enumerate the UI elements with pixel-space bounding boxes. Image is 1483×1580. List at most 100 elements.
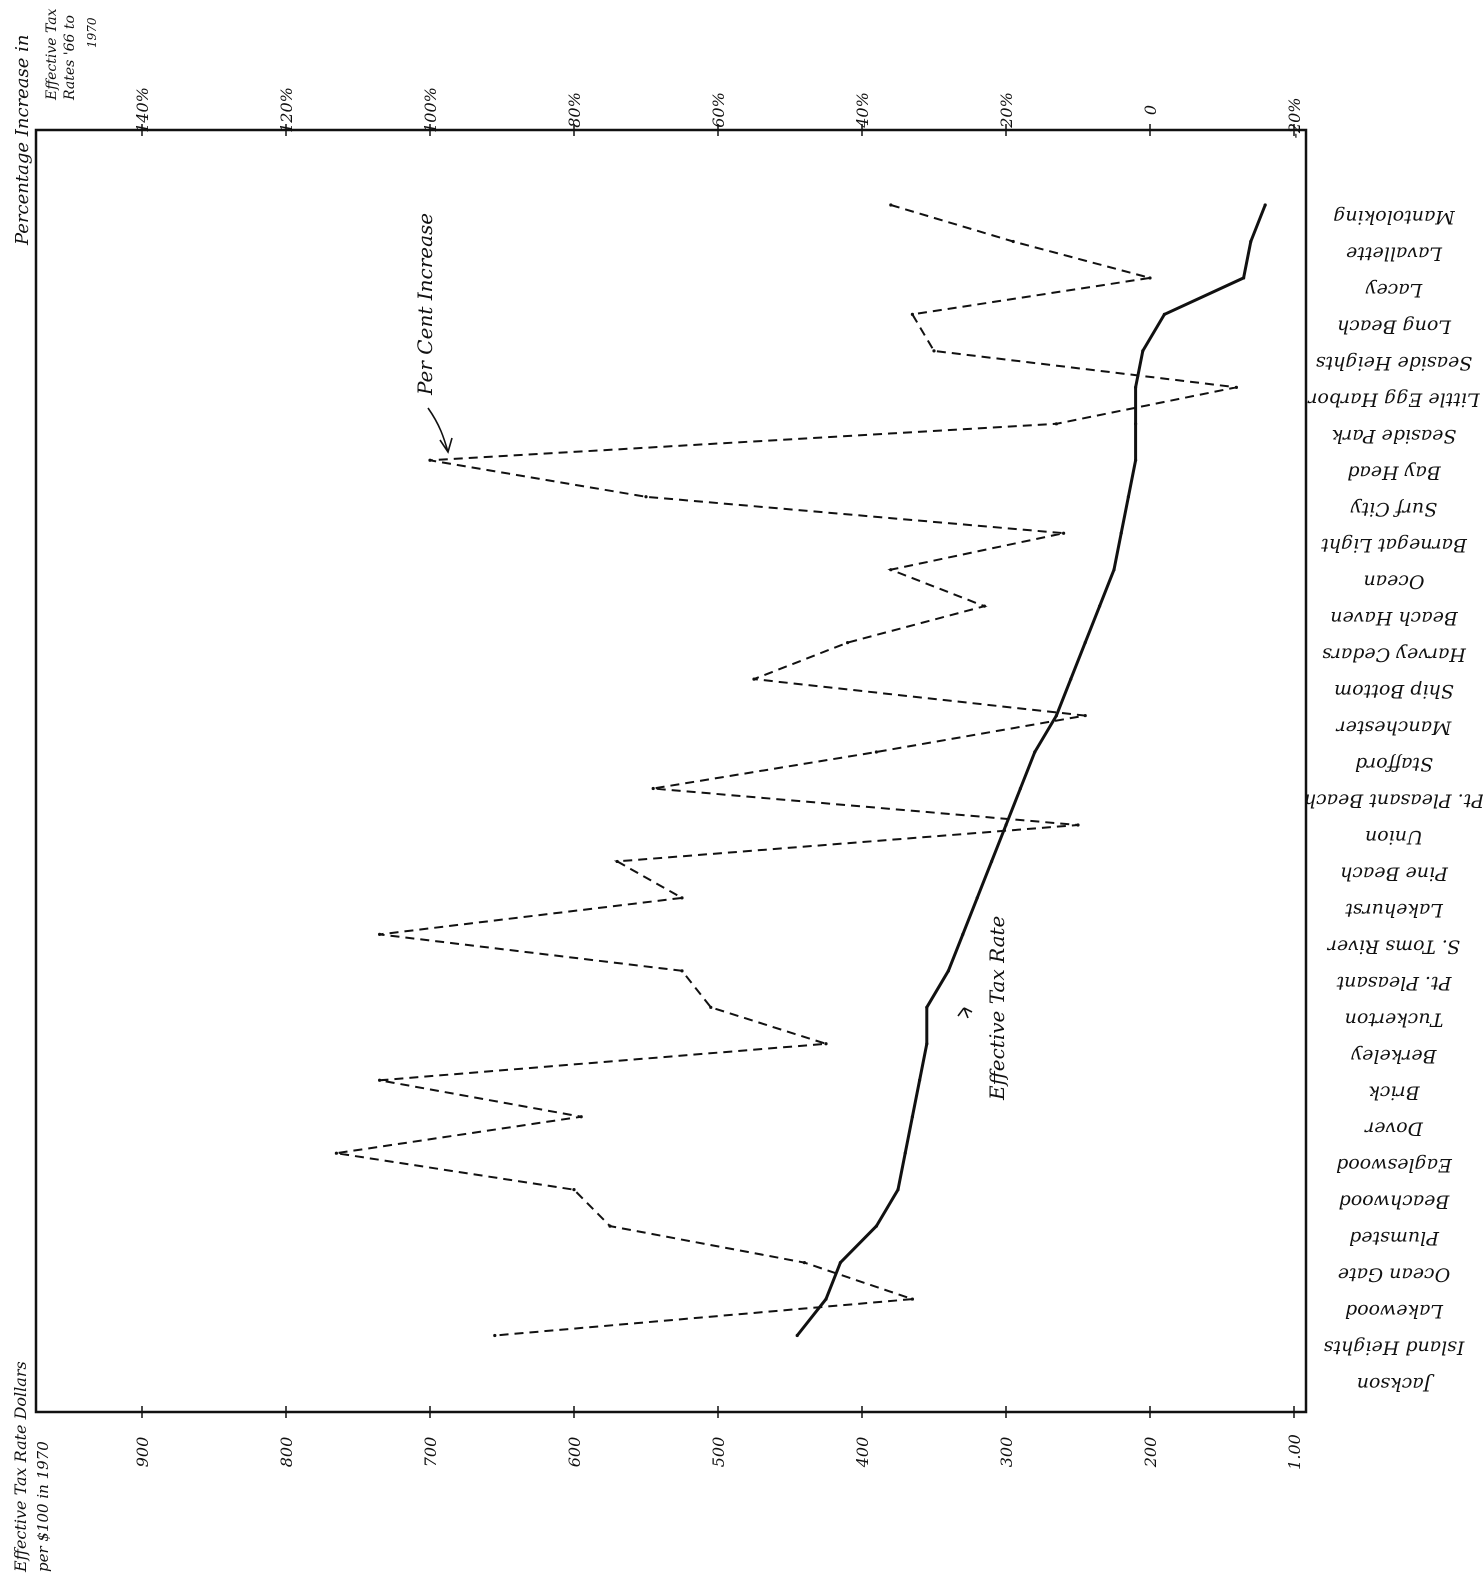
percent-increase-point [932, 349, 936, 353]
category-label: Harvey Cedars [1322, 644, 1467, 666]
percent-increase-point [982, 604, 987, 608]
effective-tax-rate-point [1018, 786, 1023, 791]
category-label: Jackson [1357, 1373, 1436, 1395]
effective-tax-rate-point [1134, 458, 1138, 462]
category-label: Seaside Park [1332, 425, 1457, 447]
percent-tick-label: 0 [1141, 105, 1160, 115]
effective-tax-rate-point [1126, 495, 1130, 499]
category-label: Dover [1363, 1118, 1424, 1140]
percent-axis-title-line-3: Rates '66 to [62, 15, 78, 101]
percent-increase-point [910, 1297, 915, 1301]
percent-increase-point [579, 1115, 583, 1119]
category-label: Seaside Heights [1315, 352, 1472, 374]
effective-tax-rate-point [1162, 312, 1166, 317]
percent-increase-point [874, 750, 879, 754]
effective-tax-rate-point [990, 859, 994, 864]
category-label: Lacey [1365, 279, 1423, 301]
percent-increase-point [709, 1005, 713, 1009]
category-label: Beach Haven [1330, 607, 1459, 629]
effective-tax-rate-point [1069, 677, 1073, 681]
percent-increase-point [910, 312, 915, 317]
rate-axis-ticks: 1.00 200 300 400 500 600 700 800 900 [133, 1406, 1304, 1470]
category-label: Lakehurst [1345, 899, 1444, 921]
percent-axis-ticks: -20% 0 20% 40% 60% 80% 100% 120% 140% [133, 87, 1304, 138]
percent-increase-point [615, 859, 619, 864]
category-label: Long Beach [1337, 315, 1452, 337]
category-label: Ship Bottom [1334, 680, 1454, 702]
percent-tick-label: -20% [1285, 98, 1304, 139]
percent-axis-title: Percentage Increase in Effective Tax Rat… [12, 8, 99, 246]
effective-tax-rate-point [1263, 203, 1267, 207]
rate-tick-label: 500 [709, 1437, 728, 1468]
percent-axis-title-line-2: Effective Tax [44, 8, 60, 101]
category-label: Ocean Gate [1338, 1264, 1450, 1286]
percent-axis-title-line-4: 1970 [85, 17, 99, 48]
rate-axis-title: Effective Tax Rate Dollars per $100 in 1… [11, 1361, 52, 1573]
rate-series-annotation: Effective Tax Rate [957, 916, 1009, 1101]
effective-tax-rate-point [795, 1333, 799, 1338]
percent-tick-label: 140% [133, 87, 152, 133]
category-labels: Mantoloking Lavallette Lacey Long Beach Seas… [1304, 206, 1483, 1395]
percent-tick-label: 80% [565, 92, 584, 128]
percent-increase-point [1148, 276, 1152, 280]
effective-tax-rate-point [1112, 568, 1116, 572]
percent-increase-point [802, 1260, 807, 1265]
percent-increase-point [651, 786, 655, 791]
effective-tax-rate-point [874, 1224, 879, 1228]
category-label: Bay Head [1347, 461, 1441, 483]
percent-axis-title-line-1: Percentage Increase in [12, 35, 33, 246]
effective-tax-rate-point [946, 969, 951, 973]
percent-increase-point [824, 1042, 828, 1046]
effective-tax-rate-point [1134, 422, 1138, 426]
effective-tax-rate-point [1119, 531, 1123, 535]
category-label: Lavallette [1346, 242, 1443, 264]
rate-tick-label: 600 [565, 1437, 584, 1468]
percent-increase-point [1076, 823, 1080, 827]
rate-tick-label: 1.00 [1285, 1434, 1304, 1470]
percent-increase-point [680, 896, 684, 900]
category-label: Beachwood [1339, 1191, 1451, 1213]
category-label: Island Heights [1323, 1337, 1465, 1359]
percent-increase-point [1054, 422, 1058, 426]
effective-tax-rate-point [903, 1151, 907, 1155]
percent-increase-point [428, 458, 432, 462]
effective-tax-rate-point [824, 1297, 828, 1301]
effective-tax-rate-point [1083, 641, 1087, 645]
effective-tax-rate-point [1098, 604, 1102, 608]
category-label: Union [1365, 826, 1423, 848]
effective-tax-rate-point [910, 1115, 915, 1119]
effective-tax-rate-point [1141, 349, 1145, 353]
category-label: Eagleswood [1336, 1154, 1453, 1176]
rate-tick-label: 300 [997, 1437, 1016, 1468]
effective-tax-rate-point [961, 932, 965, 936]
effective-tax-rate-point [925, 1042, 929, 1046]
rate-series-annotation-label: Effective Tax Rate [985, 916, 1009, 1101]
percent-series-annotation: Per Cent Increase [413, 213, 453, 454]
category-label: Mantoloking [1333, 206, 1456, 228]
effective-tax-rate-point [1054, 713, 1058, 718]
category-label: Ocean [1363, 571, 1424, 593]
rate-tick-label: 700 [421, 1437, 440, 1468]
rate-series-annotation-arrow [957, 1007, 973, 1019]
category-label: S. Toms River [1326, 935, 1460, 957]
percent-increase-point [889, 203, 893, 207]
percent-tick-label: 120% [277, 87, 296, 133]
percent-increase-point [1011, 239, 1015, 244]
percent-increase-point [378, 932, 382, 936]
rate-tick-label: 900 [133, 1437, 152, 1468]
category-label: Little Egg Harbor [1306, 388, 1480, 410]
percent-tick-label: 20% [997, 92, 1016, 129]
percent-increase-point [572, 1188, 576, 1192]
plot-frame [34, 128, 1308, 1414]
effective-tax-rate-point [1004, 823, 1008, 827]
category-label: Pine Beach [1340, 862, 1449, 884]
percent-increase-point [752, 677, 756, 681]
effective-tax-rate-point [975, 896, 979, 900]
effective-tax-rate-point [1249, 239, 1253, 244]
effective-tax-rate-point [838, 1260, 843, 1265]
category-label: Brick [1368, 1081, 1420, 1103]
series-layer [334, 203, 1267, 1338]
percent-tick-label: 60% [709, 92, 728, 128]
percent-increase-point [378, 1078, 382, 1082]
rate-tick-label: 200 [1141, 1437, 1160, 1469]
